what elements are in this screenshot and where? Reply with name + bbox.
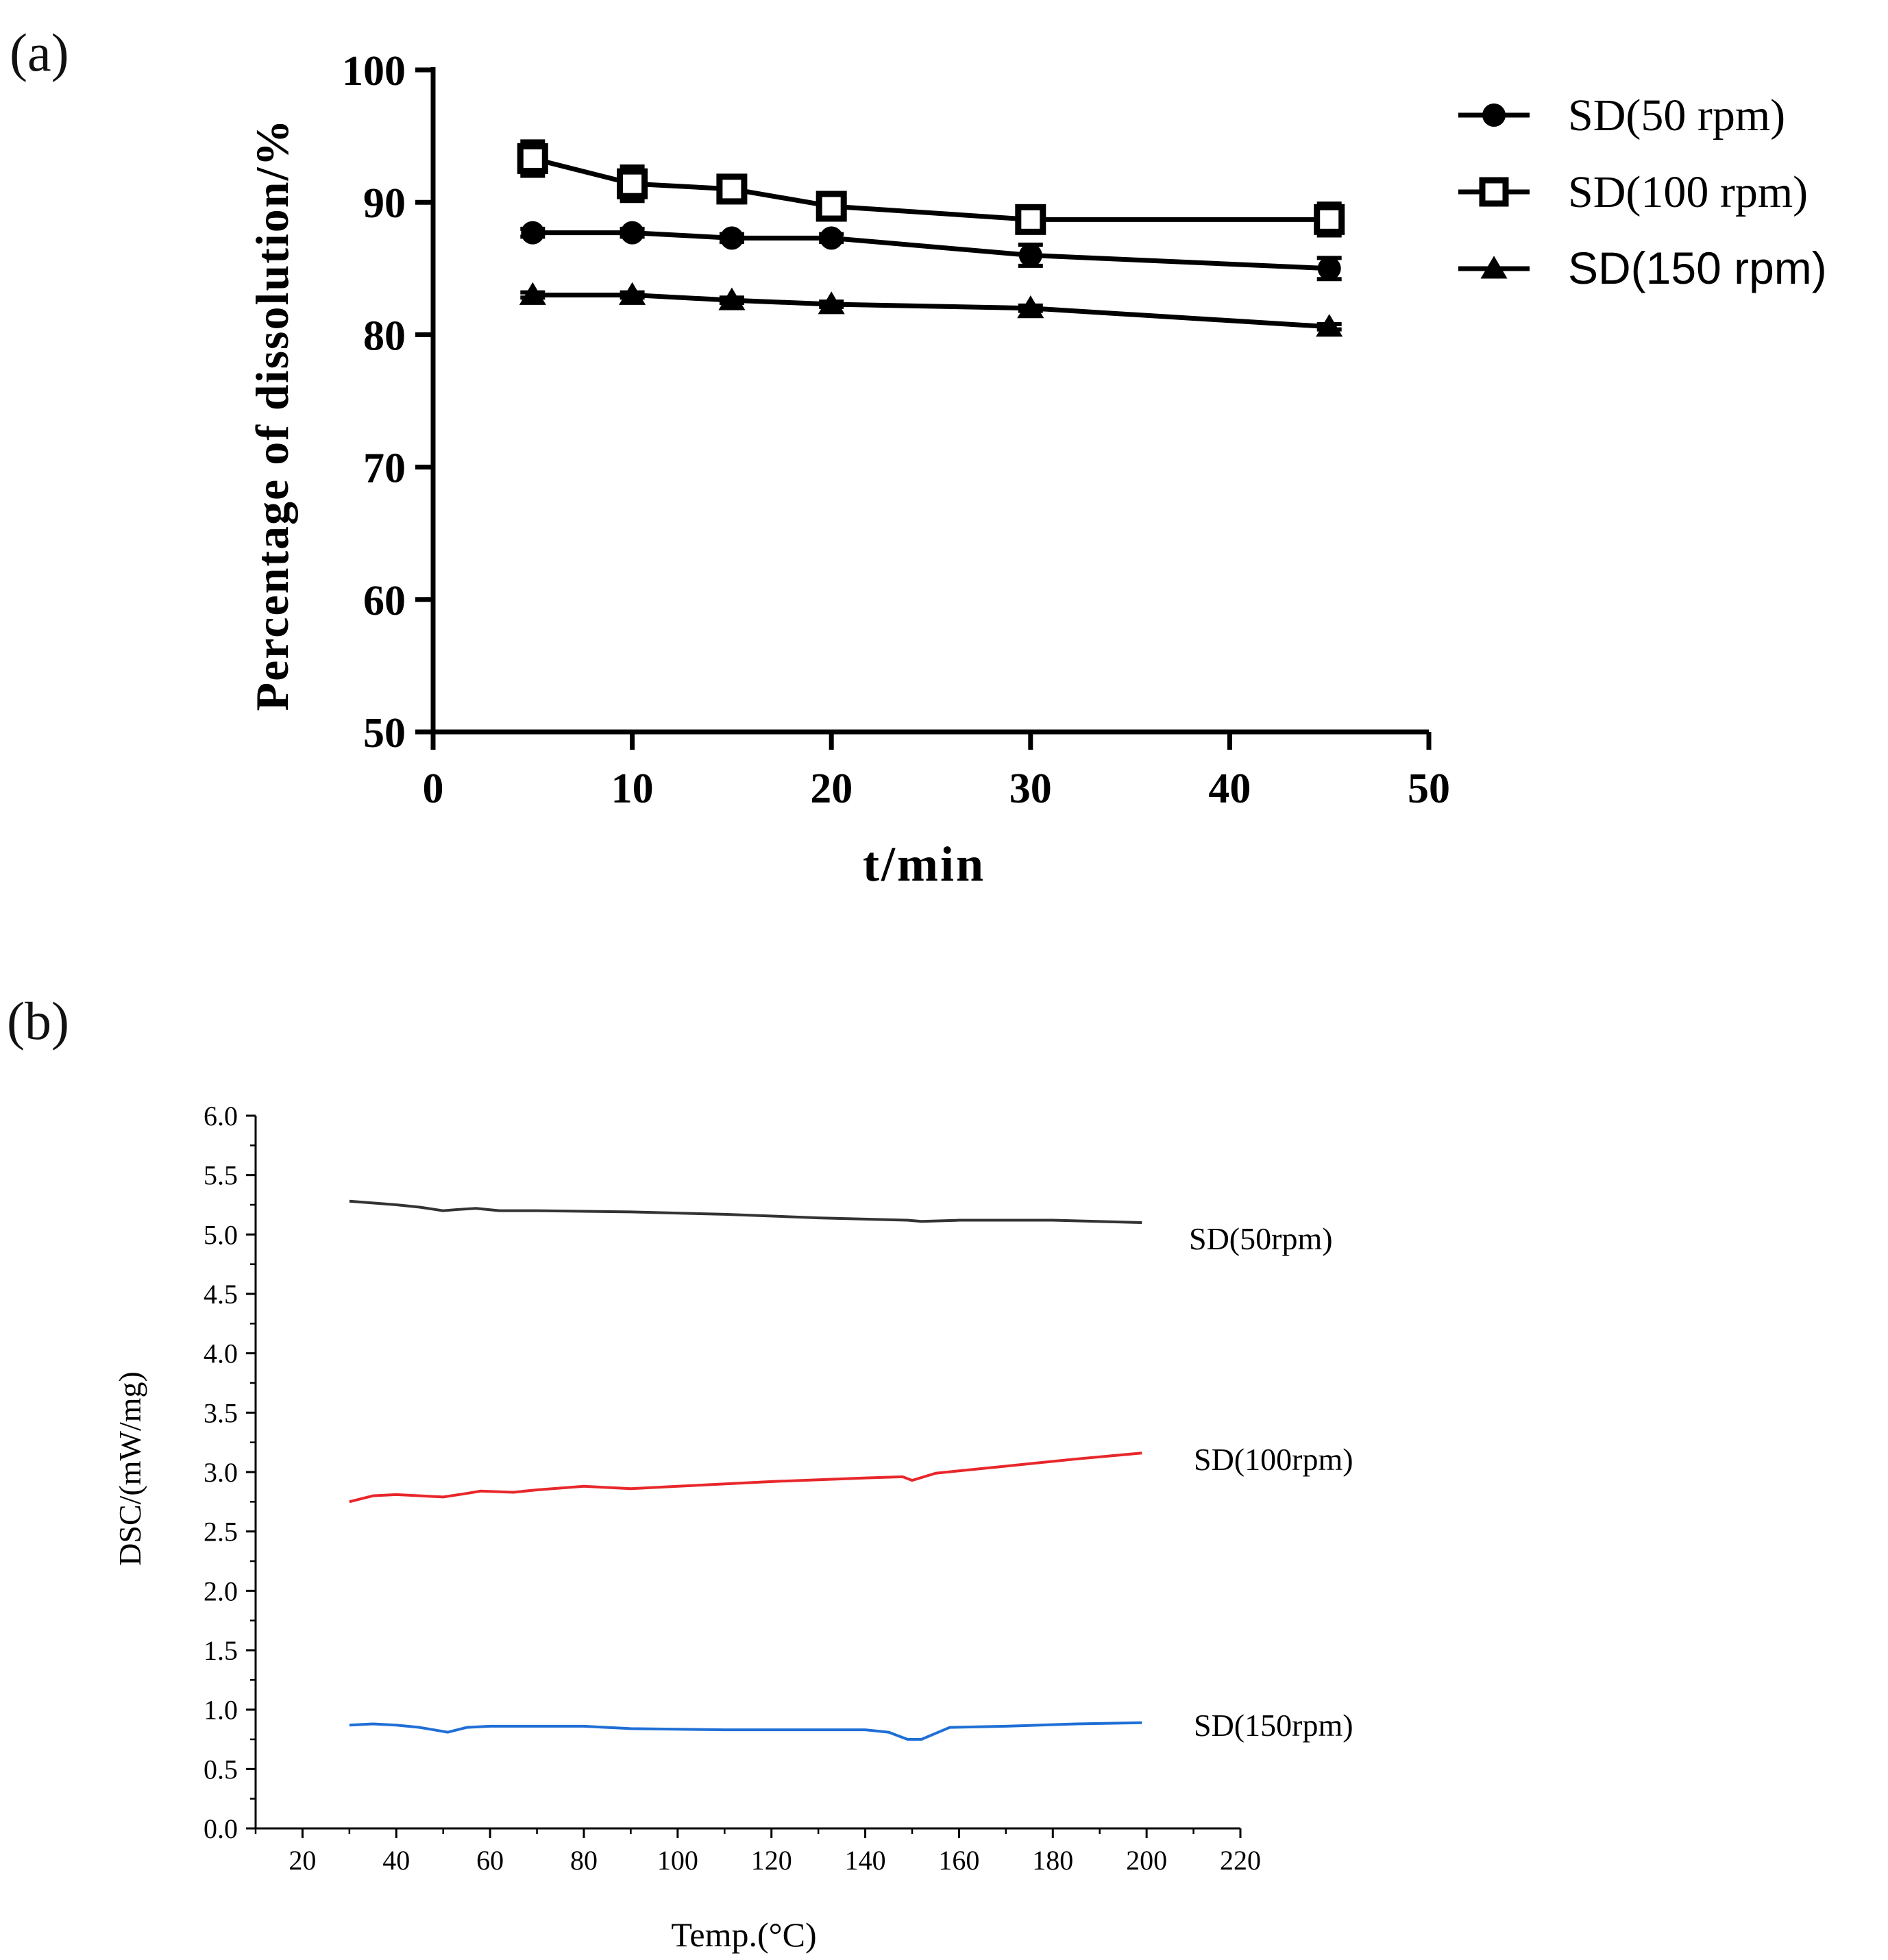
y-tick-label: 2.5	[204, 1517, 238, 1547]
data-point	[716, 173, 748, 205]
legend: SD(50 rpm) SD(100 rpm) SD(150 rpm)	[1458, 90, 1827, 293]
x-tick-label: 40	[382, 1845, 410, 1876]
panel-a-label: (a)	[10, 23, 69, 82]
panel-b-label: (b)	[7, 991, 69, 1051]
data-point	[1314, 204, 1345, 235]
series-1	[520, 221, 1342, 282]
data-point	[718, 287, 746, 310]
y-tick-label: 3.0	[204, 1457, 238, 1488]
y-tick-label: 50	[363, 710, 406, 757]
data-point	[818, 291, 845, 315]
y-tick-label: 70	[363, 445, 406, 492]
y-tick-label: 4.5	[204, 1279, 238, 1310]
x-tick-label: 30	[1009, 765, 1052, 812]
data-point	[820, 226, 844, 250]
data-point	[617, 168, 648, 199]
data-point	[1018, 243, 1042, 267]
y-tick-label: 1.5	[204, 1635, 238, 1666]
y-tick-label: 4.0	[204, 1338, 238, 1369]
data-point	[816, 191, 847, 222]
y-axis-title: Percentage of dissolution/%	[246, 119, 298, 711]
legend-label: SD(100 rpm)	[1568, 167, 1808, 217]
data-point	[1317, 256, 1341, 280]
x-tick-label: 20	[810, 765, 853, 812]
y-tick-label: 5.0	[204, 1219, 238, 1250]
x-tick-label: 200	[1126, 1845, 1167, 1876]
series-label-1: SD(50rpm)	[1189, 1221, 1333, 1256]
legend-label: SD(50 rpm)	[1568, 90, 1785, 140]
x-tick-label: 100	[657, 1845, 698, 1876]
x-axis-title: t/min	[863, 837, 985, 892]
y-tick-label: 3.5	[204, 1397, 238, 1428]
y-tick-label: 90	[363, 180, 406, 227]
series-label-3: SD(150rpm)	[1194, 1708, 1353, 1743]
data-point	[517, 143, 548, 174]
y-tick-label: 5.5	[204, 1160, 238, 1191]
data-point	[1015, 204, 1046, 235]
y-axis-title: DSC/(mW/mg)	[112, 1371, 147, 1566]
series-3	[519, 282, 1343, 337]
x-tick-label: 50	[1408, 765, 1450, 812]
data-point	[720, 226, 744, 250]
legend-marker	[1479, 177, 1509, 207]
y-tick-label: 6.0	[204, 1101, 238, 1131]
x-tick-label: 140	[845, 1845, 886, 1876]
x-tick-label: 120	[751, 1845, 792, 1876]
y-tick-label: 0.5	[204, 1754, 238, 1785]
x-tick-label: 60	[476, 1845, 504, 1876]
data-point	[1017, 295, 1044, 319]
legend-marker	[1482, 103, 1506, 127]
series-line-2	[349, 1451, 1142, 1504]
y-tick-label: 0.0	[204, 1813, 238, 1844]
y-tick-label: 60	[363, 578, 406, 624]
x-tick-label: 80	[570, 1845, 598, 1876]
x-tick-label: 0	[423, 765, 444, 812]
data-point	[519, 282, 546, 305]
x-tick-label: 40	[1208, 765, 1251, 812]
data-point	[620, 221, 644, 245]
series-line	[532, 156, 1329, 222]
y-tick-label: 2.0	[204, 1576, 238, 1606]
legend-label: SD(150 rpm)	[1568, 243, 1827, 293]
legend-marker	[1480, 256, 1508, 279]
y-tick-label: 100	[342, 48, 406, 95]
x-tick-label: 220	[1220, 1845, 1261, 1876]
series-line-3	[349, 1721, 1142, 1741]
series-line	[532, 292, 1329, 330]
series-2	[517, 139, 1345, 238]
x-tick-label: 160	[938, 1845, 979, 1876]
x-axis-title: Temp.(°C)	[671, 1915, 816, 1954]
dissolution-chart: 50 60 70 80 90 100 0 10 20 30 40 50 t/min Percentage …	[246, 48, 1827, 892]
series-line-1	[349, 1199, 1142, 1224]
data-point	[619, 282, 646, 305]
data-point	[521, 221, 545, 245]
series-line	[532, 230, 1329, 271]
x-tick-label: 180	[1032, 1845, 1073, 1876]
data-point	[1316, 314, 1343, 337]
series-label-2: SD(100rpm)	[1194, 1442, 1353, 1477]
x-tick-label: 10	[611, 765, 654, 812]
x-tick-label: 20	[289, 1845, 316, 1876]
y-tick-label: 80	[363, 313, 406, 359]
y-tick-label: 1.0	[204, 1695, 238, 1726]
